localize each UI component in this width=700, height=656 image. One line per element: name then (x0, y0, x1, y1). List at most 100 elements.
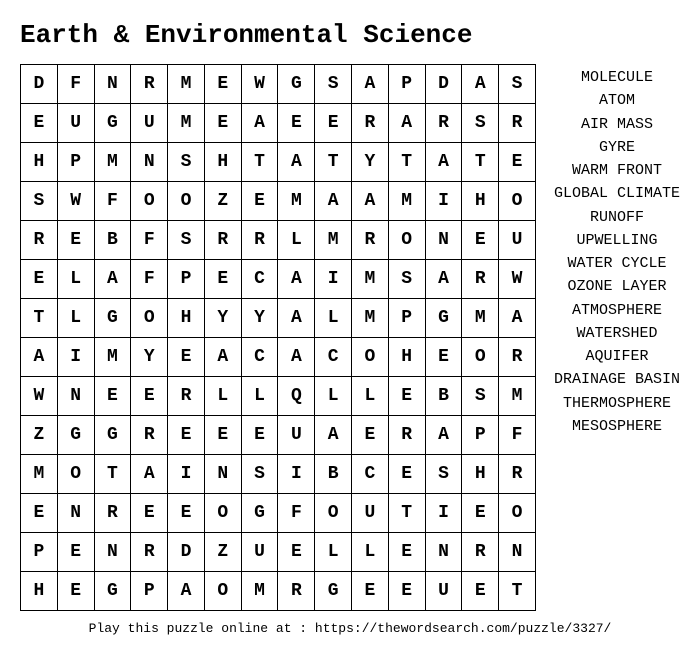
grid-cell: R (94, 494, 131, 533)
grid-cell: L (315, 299, 352, 338)
grid-row: REBFSRRLMRONEU (21, 221, 536, 260)
grid-cell: S (168, 221, 205, 260)
grid-cell: E (352, 416, 389, 455)
grid-cell: F (278, 494, 315, 533)
word-list-item: GLOBAL CLIMATE (554, 182, 680, 205)
grid-cell: M (499, 377, 536, 416)
grid-cell: O (499, 182, 536, 221)
grid-cell: M (21, 455, 58, 494)
grid-cell: T (315, 143, 352, 182)
grid-cell: H (204, 143, 241, 182)
grid-row: SWFOOZEMAAMIHO (21, 182, 536, 221)
grid-cell: A (425, 416, 462, 455)
grid-cell: T (241, 143, 278, 182)
grid-cell: L (315, 533, 352, 572)
word-list-item: ATOM (554, 89, 680, 112)
grid-cell: A (388, 104, 425, 143)
word-list-item: DRAINAGE BASIN (554, 368, 680, 391)
grid-cell: S (462, 104, 499, 143)
word-list-item: AIR MASS (554, 113, 680, 136)
grid-cell: D (21, 65, 58, 104)
grid-cell: Y (204, 299, 241, 338)
grid-row: DFNRMEWGSAPDAS (21, 65, 536, 104)
grid-row: AIMYEACACOHEOR (21, 338, 536, 377)
grid-row: ELAFPECAIMSARW (21, 260, 536, 299)
grid-cell: M (94, 338, 131, 377)
grid-cell: A (241, 104, 278, 143)
grid-cell: I (315, 260, 352, 299)
grid-cell: N (94, 533, 131, 572)
word-list-item: GYRE (554, 136, 680, 159)
grid-cell: S (315, 65, 352, 104)
grid-cell: E (315, 104, 352, 143)
grid-cell: R (425, 104, 462, 143)
grid-cell: E (462, 572, 499, 611)
grid-cell: A (425, 260, 462, 299)
grid-cell: A (278, 299, 315, 338)
grid-cell: U (425, 572, 462, 611)
grid-cell: E (57, 572, 94, 611)
grid-cell: S (21, 182, 58, 221)
grid-row: EUGUMEAEERARSR (21, 104, 536, 143)
grid-cell: R (388, 416, 425, 455)
grid-cell: E (204, 260, 241, 299)
grid-cell: O (57, 455, 94, 494)
grid-cell: M (352, 260, 389, 299)
grid-cell: P (131, 572, 168, 611)
grid-cell: W (499, 260, 536, 299)
grid-cell: S (425, 455, 462, 494)
grid-cell: A (352, 182, 389, 221)
grid-cell: Z (204, 182, 241, 221)
grid-cell: E (131, 377, 168, 416)
word-list-item: THERMOSPHERE (554, 392, 680, 415)
grid-cell: P (57, 143, 94, 182)
grid-cell: W (21, 377, 58, 416)
grid-cell: G (425, 299, 462, 338)
grid-cell: A (278, 338, 315, 377)
grid-cell: E (204, 416, 241, 455)
grid-cell: L (57, 260, 94, 299)
word-list-item: RUNOFF (554, 206, 680, 229)
grid-cell: R (499, 104, 536, 143)
grid-cell: E (462, 494, 499, 533)
grid-cell: L (278, 221, 315, 260)
word-list-item: MESOSPHERE (554, 415, 680, 438)
word-list-item: UPWELLING (554, 229, 680, 252)
grid-row: HEGPAOMRGEEUET (21, 572, 536, 611)
grid-cell: T (21, 299, 58, 338)
grid-cell: O (499, 494, 536, 533)
grid-cell: C (352, 455, 389, 494)
grid-cell: E (388, 377, 425, 416)
grid-cell: W (57, 182, 94, 221)
grid-cell: U (352, 494, 389, 533)
grid-cell: C (315, 338, 352, 377)
grid-cell: S (499, 65, 536, 104)
grid-cell: E (278, 533, 315, 572)
grid-cell: A (315, 416, 352, 455)
grid-cell: A (204, 338, 241, 377)
grid-cell: E (278, 104, 315, 143)
grid-cell: C (241, 260, 278, 299)
grid-cell: O (131, 182, 168, 221)
grid-cell: F (94, 182, 131, 221)
footer-text: Play this puzzle online at : https://the… (20, 621, 680, 636)
grid-cell: B (425, 377, 462, 416)
grid-cell: E (168, 416, 205, 455)
grid-cell: B (94, 221, 131, 260)
grid-cell: E (352, 572, 389, 611)
grid-cell: R (352, 104, 389, 143)
grid-cell: M (462, 299, 499, 338)
grid-cell: H (462, 455, 499, 494)
grid-cell: O (352, 338, 389, 377)
grid-cell: G (57, 416, 94, 455)
grid-cell: S (462, 377, 499, 416)
grid-cell: Q (278, 377, 315, 416)
grid-cell: M (241, 572, 278, 611)
grid-cell: A (352, 65, 389, 104)
grid-cell: M (168, 65, 205, 104)
grid-cell: E (204, 104, 241, 143)
grid-cell: O (388, 221, 425, 260)
grid-cell: D (168, 533, 205, 572)
grid-cell: N (204, 455, 241, 494)
grid-cell: E (57, 533, 94, 572)
